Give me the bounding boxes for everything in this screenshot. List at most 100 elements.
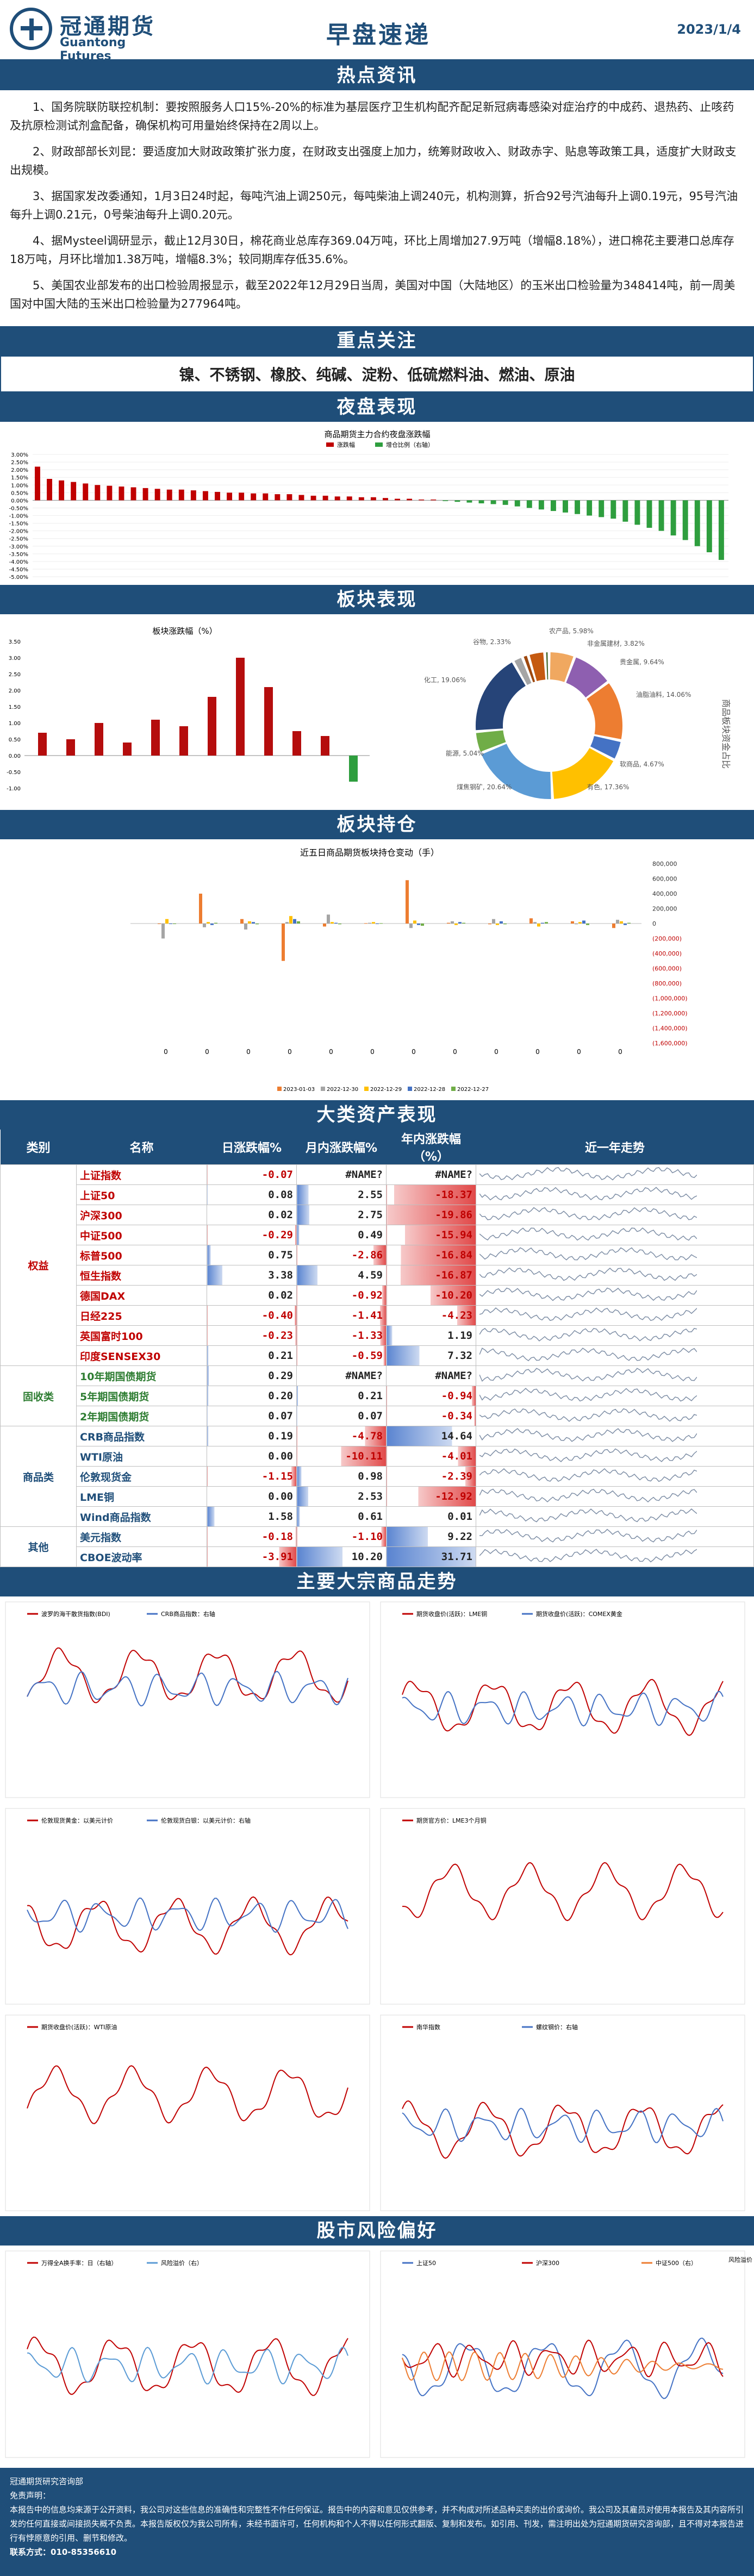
sparkline-cell [476, 1426, 754, 1446]
table-row: WTI原油 0.00 -10.11 -4.01 [1, 1446, 754, 1467]
sparkline-cell [476, 1265, 754, 1286]
hold-bar [282, 924, 285, 961]
news-item: 4、据Mysteel调研显示，截止12月30日，棉花商业总库存369.04万吨，… [10, 234, 734, 266]
asset-name: Wind商品指数 [76, 1506, 207, 1527]
series-line [402, 2351, 724, 2381]
table-row: 英国富时100 -0.23 -1.33 1.19 [1, 1325, 754, 1346]
sparkline [479, 1186, 697, 1200]
asset-name: 日经225 [76, 1305, 207, 1326]
asset-name: 中证500 [76, 1225, 207, 1245]
footer-disclaimer-text: 本报告中的信息均来源于公开资料，我公司对这些信息的准确性和完整性不作任何保证。报… [10, 2505, 744, 2543]
pie-label: 油脂油料, 14.06% [636, 690, 691, 698]
sector-bar [236, 658, 245, 756]
y-tick-label: 0.50 [9, 737, 21, 743]
sparkline-path [479, 1307, 697, 1321]
value-cell: -1.15 [207, 1466, 297, 1487]
hold-bar [161, 924, 165, 939]
sparkline [479, 1167, 697, 1181]
line-chart: 期货收盘价(活跃)：LME铜 期货收盘价(活跃)：COMEX黄金 [380, 1601, 745, 1798]
hold-bar [627, 922, 631, 924]
hold-bar [297, 921, 300, 924]
legend-swatch [277, 1087, 282, 1091]
pie-label: 能源, 5.04% [446, 750, 484, 757]
hold-bar [372, 922, 375, 924]
sector-chart-title: 板块涨跌幅（%） [152, 626, 217, 636]
news-item: 1、国务院联防联控机制：要按照服务人口15%-20%的标准为基层医疗卫生机构配齐… [10, 101, 734, 132]
hold-bar [578, 922, 582, 924]
series-line [402, 2340, 724, 2378]
hold-bar [379, 923, 383, 924]
legend-label: 2022-12-27 [457, 1087, 489, 1093]
night-bar [298, 495, 304, 501]
value-cell: -2.39 [386, 1466, 476, 1487]
night-bar [166, 489, 172, 501]
hold-bar [214, 922, 217, 924]
pie-label: 农产品, 5.98% [549, 627, 594, 635]
value-cell: -4.78 [296, 1426, 387, 1446]
night-chart-title: 商品期货主力合约夜盘涨跌幅 [324, 429, 430, 439]
y-tick-label: 0.50% [11, 490, 28, 496]
night-bar [346, 496, 352, 501]
value-cell: 3.38 [207, 1265, 297, 1286]
night-bar [215, 491, 220, 501]
night-bar [83, 483, 89, 501]
x-tick-label: 0 [494, 1048, 498, 1056]
pie-slice [550, 652, 574, 682]
pie-slice [546, 652, 549, 680]
sector-bar [151, 720, 160, 756]
y-tick-label: (600,000) [652, 965, 682, 972]
hold-bar [210, 924, 214, 925]
sparkline-path [479, 1427, 697, 1442]
legend-label: 万得全A换手率：日（右轴） [41, 2259, 117, 2267]
sparkline-path [479, 1207, 697, 1220]
sector-bar [321, 736, 329, 756]
y-tick-label: 3.50 [9, 639, 21, 645]
pie-label: 贵金属, 9.64% [620, 658, 664, 666]
section-holdings: 板块持仓 [0, 810, 754, 839]
sector-bar [264, 687, 273, 756]
legend-change: 涨跌幅 [337, 441, 355, 448]
value-cell: 0.61 [296, 1506, 387, 1527]
y-tick-label: -1.00 [7, 786, 21, 792]
pie-slice [481, 744, 551, 799]
asset-name: 10年期国债期货 [76, 1365, 207, 1386]
col-monthly: 月内涨跌幅% [296, 1130, 387, 1165]
sparkline [479, 1548, 697, 1562]
asset-name: CBOE波动率 [76, 1546, 207, 1567]
value-cell: 0.98 [296, 1466, 387, 1487]
legend-label: 2023-01-03 [283, 1087, 315, 1093]
value-cell: -0.23 [207, 1325, 297, 1346]
news-item: 2、财政部部长刘昆：要适度加大财政政策扩张力度，在财政支出强度上加力，统筹财政收… [10, 145, 737, 177]
value-cell: 0.01 [386, 1506, 476, 1527]
asset-name: 2年期国债期货 [76, 1406, 207, 1426]
sparkline [479, 1427, 697, 1442]
y-tick-label: 3.00% [11, 452, 28, 458]
night-bar [682, 500, 688, 540]
y-tick-label: 2.00 [9, 688, 21, 694]
asset-table: 类别 名称 日涨跌幅% 月内涨跌幅% 年内涨跌幅（%） 近一年走势 权益 上证指数… [0, 1130, 754, 1567]
series-line [27, 1896, 348, 1956]
line-chart: 南华指数 螺纹钢价：右轴 [380, 2014, 745, 2211]
night-bar [119, 486, 124, 501]
legend-label: 上证50 [416, 2260, 436, 2267]
news-list: 1、国务院联防联控机制：要按照服务人口15%-20%的标准为基层医疗卫生机构配齐… [0, 90, 754, 326]
sector-bar [123, 743, 132, 756]
value-cell: -16.87 [386, 1265, 476, 1286]
chart-frame [5, 1601, 370, 1798]
asset-table-header: 类别 名称 日涨跌幅% 月内涨跌幅% 年内涨跌幅（%） 近一年走势 [0, 1130, 754, 1165]
pie-side-title: 商品板块资金占比 [721, 699, 731, 769]
hold-bar [496, 924, 499, 925]
y-tick-label: (200,000) [652, 935, 682, 943]
value-cell: -1.41 [296, 1305, 387, 1326]
pie-slice [529, 652, 546, 682]
hold-bar [545, 922, 548, 924]
x-tick-label: 0 [288, 1048, 292, 1056]
hold-bar [492, 919, 495, 924]
night-bar [178, 489, 184, 501]
night-bar [370, 497, 376, 501]
value-cell: -0.18 [207, 1526, 297, 1547]
sparkline [479, 1307, 697, 1321]
y-tick-label: 2.00% [11, 467, 28, 473]
hold-bar [331, 922, 334, 924]
y-tick-label: (1,000,000) [652, 995, 688, 1002]
